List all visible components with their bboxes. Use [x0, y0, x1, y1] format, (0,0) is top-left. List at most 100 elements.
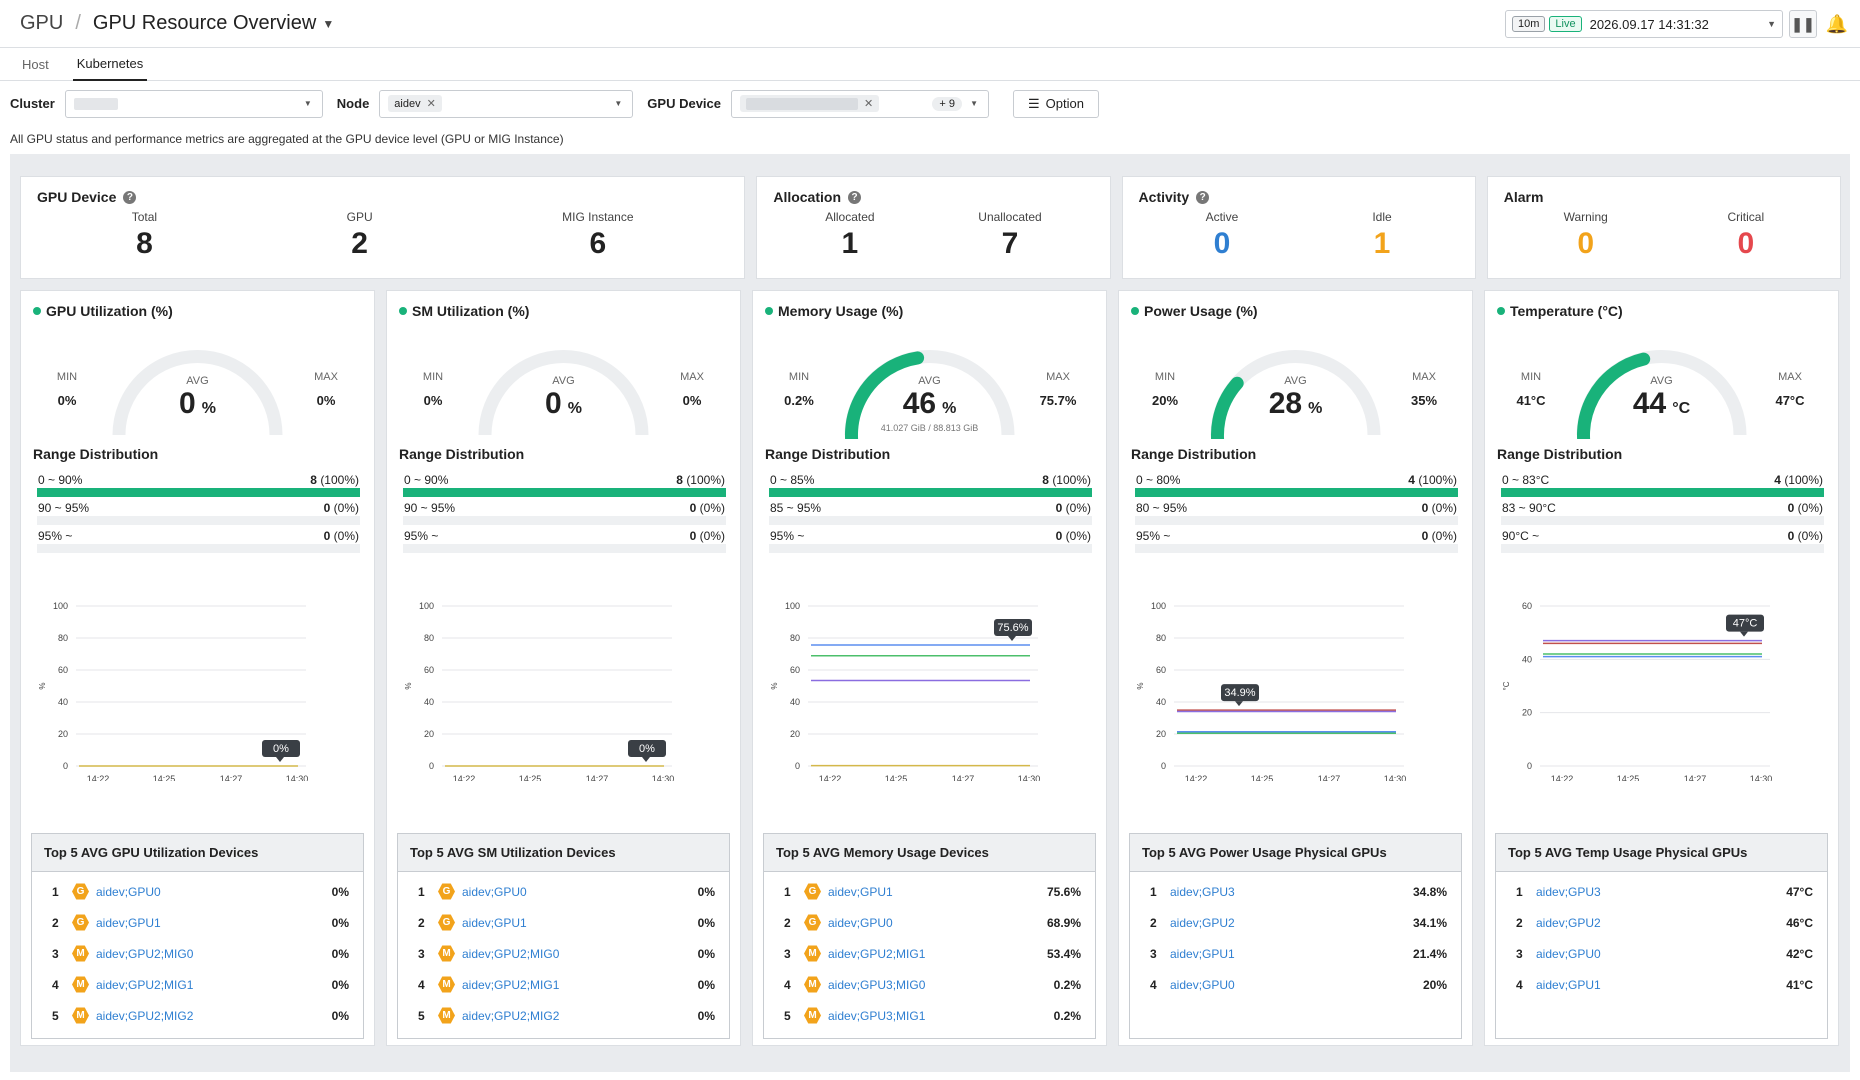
stat-value[interactable]: 7 — [1001, 227, 1019, 260]
device-link[interactable]: aidev;GPU3;MIG0 — [828, 977, 926, 992]
device-link[interactable]: aidev;GPU2;MIG1 — [96, 977, 194, 992]
tooltip-pointer — [642, 757, 650, 762]
stat-value[interactable]: 6 — [589, 227, 607, 260]
tab-kubernetes[interactable]: Kubernetes — [72, 48, 148, 81]
top5-row[interactable]: 4 aidev;GPU0 20% — [1130, 969, 1461, 1000]
range-row[interactable]: 90 ~ 95% 0 (0%) — [37, 501, 360, 525]
device-link[interactable]: aidev;GPU0 — [1170, 977, 1235, 992]
range-row[interactable]: 95% ~ 0 (0%) — [37, 529, 360, 553]
device-link[interactable]: aidev;GPU2;MIG0 — [96, 946, 194, 961]
device-link[interactable]: aidev;GPU2;MIG1 — [462, 977, 560, 992]
stat-value[interactable]: 1 — [1373, 227, 1391, 260]
bell-icon[interactable]: 🔔 — [1825, 14, 1848, 34]
device-link[interactable]: aidev;GPU2;MIG1 — [828, 946, 926, 961]
range-row[interactable]: 0 ~ 90% 8 (100%) — [37, 473, 360, 497]
device-link[interactable]: aidev;GPU2 — [1536, 915, 1601, 930]
timeseries-chart[interactable]: 0 20 40 60 80 100% 14:22 14:25 14:27 14:30 0% — [397, 591, 737, 781]
tab-host[interactable]: Host — [22, 57, 49, 72]
timeseries-chart[interactable]: 0 20 40 60 80 100% 14:22 14:25 14:27 14:30 75.6% — [763, 591, 1103, 781]
device-link[interactable]: aidev;GPU2;MIG2 — [462, 1008, 560, 1023]
range-row[interactable]: 80 ~ 95% 0 (0%) — [1135, 501, 1458, 525]
top5-row[interactable]: 2 aidev;GPU2 34.1% — [1130, 907, 1461, 938]
device-link[interactable]: aidev;GPU3;MIG1 — [828, 1008, 926, 1023]
range-row[interactable]: 85 ~ 95% 0 (0%) — [769, 501, 1092, 525]
top5-row[interactable]: 3 aidev;GPU1 21.4% — [1130, 938, 1461, 969]
device-link[interactable]: aidev;GPU1 — [828, 884, 893, 899]
range-row[interactable]: 90 ~ 95% 0 (0%) — [403, 501, 726, 525]
range-row[interactable]: 0 ~ 80% 4 (100%) — [1135, 473, 1458, 497]
device-link[interactable]: aidev;GPU0 — [828, 915, 893, 930]
stat-value[interactable]: 0 — [1213, 227, 1231, 260]
device-link[interactable]: aidev;GPU0 — [462, 884, 527, 899]
close-icon[interactable]: ✕ — [864, 98, 874, 110]
range-row[interactable]: 83 ~ 90°C 0 (0%) — [1501, 501, 1824, 525]
range-row[interactable]: 95% ~ 0 (0%) — [403, 529, 726, 553]
range-bar — [37, 544, 360, 553]
breadcrumb-root[interactable]: GPU — [20, 12, 64, 34]
top5-row[interactable]: 1 aidev;GPU3 34.8% — [1130, 876, 1461, 907]
device-link[interactable]: aidev;GPU1 — [462, 915, 527, 930]
y-tick-label: 0 — [795, 761, 800, 771]
range-percent: (0%) — [699, 529, 725, 543]
timeseries-chart[interactable]: 0 20 40 60 80 100% 14:22 14:25 14:27 14:30 34.9% — [1129, 591, 1469, 781]
time-range-picker[interactable]: 10m Live 2026.09.17 14:31:32 ▼ — [1505, 10, 1783, 38]
timeseries-chart[interactable]: 0 20 40 60 °C 14:22 14:25 14:27 14:30 47°C — [1495, 591, 1835, 781]
range-row[interactable]: 0 ~ 85% 8 (100%) — [769, 473, 1092, 497]
node-select[interactable]: aidev ✕ ▼ — [379, 89, 634, 118]
page-title[interactable]: GPU Resource Overview — [92, 12, 317, 34]
option-button[interactable]: ☰ Option — [1013, 89, 1099, 118]
device-value: 53.4% — [1046, 946, 1081, 961]
range-row[interactable]: 90°C ~ 0 (0%) — [1501, 529, 1824, 553]
device-link[interactable]: aidev;GPU0 — [96, 884, 161, 899]
help-icon[interactable]: ? — [848, 190, 861, 204]
device-link[interactable]: aidev;GPU3 — [1536, 884, 1601, 899]
pause-button[interactable]: ❚❚ — [1789, 10, 1817, 38]
chevron-down-icon[interactable]: ▼ — [322, 16, 335, 31]
top5-row[interactable]: 1 aidev;GPU3 47°C — [1496, 876, 1827, 907]
range-row[interactable]: 0 ~ 83°C 4 (100%) — [1501, 473, 1824, 497]
device-link[interactable]: aidev;GPU3 — [1170, 884, 1235, 899]
top5-row[interactable]: 3 aidev;GPU0 42°C — [1496, 938, 1827, 969]
node-chip[interactable]: aidev ✕ — [388, 95, 442, 112]
device-link[interactable]: aidev;GPU2;MIG0 — [462, 946, 560, 961]
help-icon[interactable]: ? — [123, 190, 137, 204]
close-icon[interactable]: ✕ — [426, 98, 436, 110]
top5-row[interactable]: 2 aidev;GPU2 46°C — [1496, 907, 1827, 938]
help-icon[interactable]: ? — [1196, 190, 1210, 204]
cluster-select[interactable]: ▼ — [64, 89, 323, 118]
gpu-device-chip[interactable]: ✕ — [740, 95, 880, 112]
range-row[interactable]: 0 ~ 90% 8 (100%) — [403, 473, 726, 497]
range-row[interactable]: 95% ~ 0 (0%) — [1135, 529, 1458, 553]
stat-value[interactable]: 1 — [841, 227, 859, 260]
stat-value[interactable]: 8 — [136, 227, 153, 260]
stat-value[interactable]: 0 — [1737, 227, 1755, 260]
range-row[interactable]: 95% ~ 0 (0%) — [769, 529, 1092, 553]
gauge-average: AVG 46% 41.027 GiB / 88.813 GiB — [842, 375, 1017, 433]
device-link[interactable]: aidev;GPU1 — [96, 915, 161, 930]
device-link[interactable]: aidev;GPU0 — [1536, 946, 1601, 961]
device-link[interactable]: aidev;GPU1 — [1536, 977, 1601, 992]
gpu-device-select[interactable]: ✕ + 9 ▼ — [731, 89, 989, 118]
device-link[interactable]: aidev;GPU2;MIG2 — [96, 1008, 194, 1023]
timeseries-chart[interactable]: 0 20 40 60 80 100% 14:22 14:25 14:27 14:30 0% — [31, 591, 371, 781]
stat-value[interactable]: 2 — [351, 227, 368, 260]
top5-row[interactable]: 4 aidev;GPU1 41°C — [1496, 969, 1827, 1000]
device-link[interactable]: aidev;GPU2 — [1170, 915, 1235, 930]
device-link[interactable]: aidev;GPU1 — [1170, 946, 1235, 961]
stat-value[interactable]: 0 — [1577, 227, 1595, 260]
